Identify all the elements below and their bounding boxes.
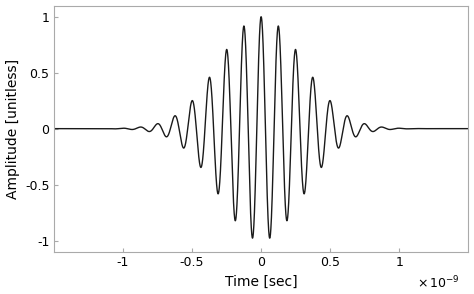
Text: $\times\,10^{-9}$: $\times\,10^{-9}$ — [417, 275, 460, 291]
Y-axis label: Amplitude [unitless]: Amplitude [unitless] — [6, 59, 19, 199]
X-axis label: Time [sec]: Time [sec] — [225, 274, 297, 288]
